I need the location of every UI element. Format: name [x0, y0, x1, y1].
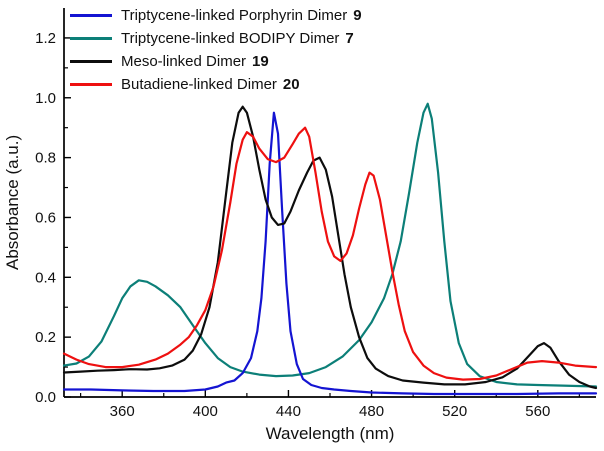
series-line-9 [62, 111, 598, 396]
x-tick-label: 520 [442, 403, 467, 420]
legend-label: Triptycene-linked BODIPY Dimer [121, 29, 340, 47]
legend-item: Butadiene-linked Dimer 20 [70, 74, 362, 94]
legend-label: Triptycene-linked Porphyrin Dimer [121, 6, 348, 24]
legend-item: Triptycene-linked Porphyrin Dimer 9 [70, 5, 362, 25]
legend-label: Meso-linked Dimer [121, 52, 247, 70]
y-tick-label: 0.8 [35, 150, 56, 167]
legend-compound-number: 19 [252, 52, 269, 70]
x-tick-label: 560 [525, 403, 550, 420]
x-tick-label: 440 [276, 403, 301, 420]
series-line-7 [62, 102, 598, 388]
y-tick-label: 1.2 [35, 30, 56, 47]
legend-compound-number: 20 [282, 75, 300, 93]
y-axis-label: Absorbance (a.u.) [3, 134, 22, 270]
y-tick-label: 0.4 [35, 269, 56, 286]
legend-line-swatch [70, 13, 112, 17]
legend-compound-number: 9 [353, 6, 362, 24]
legend-item: Triptycene-linked BODIPY Dimer 7 [70, 28, 362, 48]
legend-label: Butadiene-linked Dimer [121, 75, 277, 93]
y-tick-label: 1.0 [35, 90, 56, 107]
x-tick-label: 360 [110, 403, 135, 420]
y-tick-label: 0.2 [35, 329, 56, 346]
legend-item: Meso-linked Dimer 19 [70, 51, 362, 71]
legend-compound-number: 7 [345, 29, 354, 47]
legend-line-swatch [70, 59, 112, 63]
legend-line-swatch [70, 82, 112, 86]
y-tick-label: 0.6 [35, 209, 56, 226]
x-axis-label: Wavelength (nm) [265, 424, 395, 443]
x-tick-label: 400 [193, 403, 218, 420]
y-tick-label: 0.0 [35, 389, 56, 406]
x-tick-label: 480 [359, 403, 384, 420]
legend-line-swatch [70, 36, 112, 40]
legend: Triptycene-linked Porphyrin Dimer 9 Trip… [70, 5, 362, 94]
series-line-20 [62, 126, 598, 381]
